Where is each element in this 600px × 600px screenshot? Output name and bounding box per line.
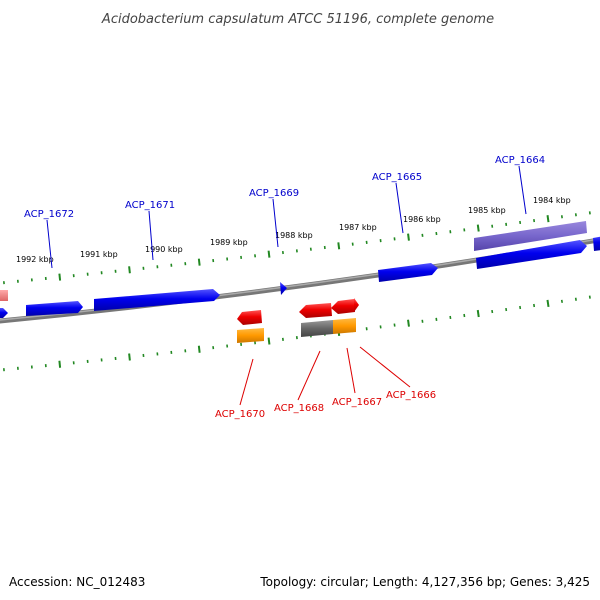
gene-leader-line [359, 346, 411, 388]
gene-leader-line [346, 347, 356, 394]
tick-label: 1992 kbp [16, 255, 54, 264]
major-tick [546, 215, 550, 223]
major-tick [337, 242, 341, 250]
reverse-cds-arrow[interactable] [237, 310, 262, 325]
major-tick [267, 337, 271, 345]
major-tick [546, 299, 550, 308]
forward-cds-arrow[interactable] [0, 308, 8, 318]
partial-feature[interactable] [0, 290, 8, 301]
gene-label-acp-1668[interactable]: ACP_1668 [274, 403, 324, 414]
tick-label: 1990 kbp [145, 245, 183, 254]
reverse-feature[interactable] [237, 328, 264, 343]
major-tick [58, 273, 62, 281]
gene-label-acp-1666[interactable]: ACP_1666 [386, 390, 436, 401]
tick-label: 1985 kbp [468, 206, 506, 215]
gene-leader-line [395, 182, 404, 234]
gene-label-acp-1670[interactable]: ACP_1670 [215, 409, 265, 420]
tick-label: 1986 kbp [403, 215, 441, 224]
gene-label-acp-1672[interactable]: ACP_1672 [24, 209, 74, 220]
reverse-feature[interactable] [333, 318, 356, 334]
gene-leader-line [272, 198, 279, 248]
forward-cds-arrow[interactable] [593, 235, 600, 251]
gene-label-acp-1664[interactable]: ACP_1664 [495, 155, 545, 166]
upper-tick-ring [3, 211, 591, 285]
major-tick [267, 250, 271, 258]
gene-leader-line [239, 358, 254, 406]
major-tick [476, 309, 480, 318]
major-tick [197, 258, 201, 266]
forward-cds-arrow[interactable] [378, 263, 438, 282]
gene-leader-line [46, 219, 53, 269]
tick-label: 1988 kbp [275, 231, 313, 240]
reverse-cds-arrow[interactable] [354, 298, 359, 312]
major-tick [128, 353, 131, 361]
major-tick [58, 360, 62, 368]
major-tick [128, 266, 131, 274]
pseudo-feature[interactable] [301, 320, 333, 337]
accession-text: Accession: NC_012483 [9, 575, 145, 589]
gene-label-acp-1667[interactable]: ACP_1667 [332, 397, 382, 408]
major-tick [407, 233, 410, 241]
gene-label-acp-1671[interactable]: ACP_1671 [125, 200, 175, 211]
major-tick [476, 224, 480, 232]
gene-label-acp-1669[interactable]: ACP_1669 [249, 188, 299, 199]
forward-cds-arrow[interactable] [280, 282, 287, 295]
tick-label: 1987 kbp [339, 223, 377, 232]
reverse-cds-arrow[interactable] [299, 303, 332, 318]
tick-label: 1989 kbp [210, 238, 248, 247]
forward-cds-arrow[interactable] [26, 301, 83, 316]
map-title: Acidobacterium capsulatum ATCC 51196, co… [101, 12, 494, 27]
gene-leader-line [518, 165, 527, 215]
forward-cds-arrow[interactable] [476, 240, 587, 269]
forward-feature[interactable] [474, 221, 587, 251]
reverse-cds-arrow[interactable] [331, 299, 355, 314]
genome-summary-text: Topology: circular; Length: 4,127,356 bp… [259, 575, 590, 589]
forward-cds-arrow[interactable] [94, 289, 220, 311]
gene-leader-line [297, 350, 321, 401]
major-tick [407, 319, 410, 327]
tick-label: 1991 kbp [80, 250, 118, 259]
tick-label: 1984 kbp [533, 196, 571, 205]
gene-label-acp-1665[interactable]: ACP_1665 [372, 172, 422, 183]
gene-leader-line [148, 210, 154, 261]
major-tick [197, 345, 201, 353]
